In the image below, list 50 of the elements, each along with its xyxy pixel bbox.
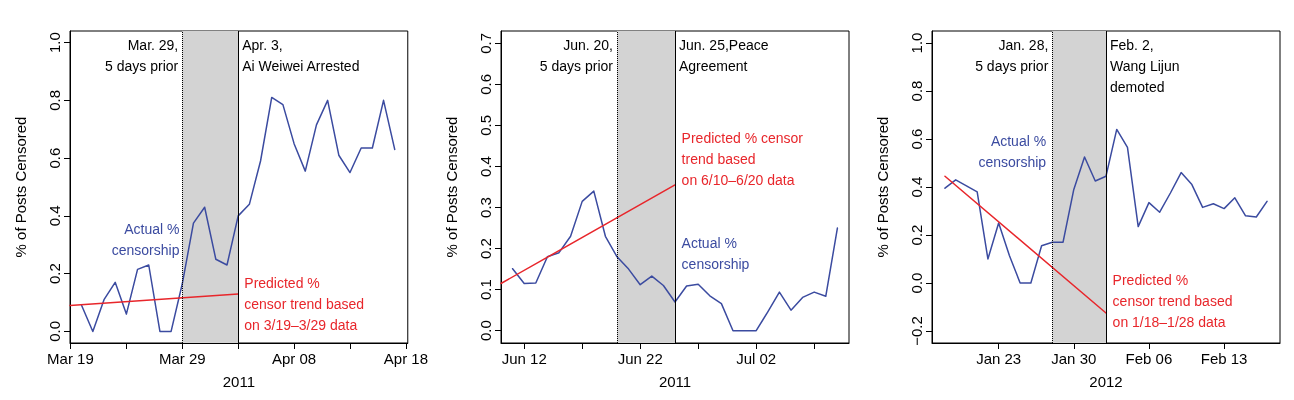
ref-line-label: Mar. 29, 5 days prior (105, 36, 179, 74)
y-tick-label: 0.7 (477, 32, 494, 54)
y-tick-label: 0.4 (477, 156, 494, 177)
y-tick-label: 1.0 (46, 32, 63, 53)
ref-line-label: Jun. 20, 5 days prior (539, 36, 614, 74)
x-tick-label: Jun 12 (501, 350, 547, 367)
y-tick-label: 0.3 (477, 197, 494, 218)
x-tick-label: Jan 30 (1051, 350, 1097, 367)
x-axis-title: 2012 (1089, 373, 1123, 390)
y-axis-title: % of Posts Censored (443, 116, 460, 258)
y-tick-label: 0.6 (46, 147, 63, 169)
x-tick-label: Jul 02 (736, 350, 777, 367)
ref-line-label: Apr. 3, Ai Weiwei Arrested (242, 36, 360, 74)
x-tick-label: Feb 13 (1200, 350, 1248, 367)
x-tick-label: Jun 22 (617, 350, 663, 367)
y-tick-label: 0.2 (908, 224, 925, 246)
y-tick-label: 0.0 (46, 321, 63, 342)
y-axis-title: % of Posts Censored (12, 116, 29, 258)
y-axis-title: % of Posts Censored (874, 116, 891, 258)
y-tick-label: −0.2 (908, 316, 925, 346)
y-tick-label: 0.4 (908, 176, 925, 198)
y-tick-label: 0.5 (477, 114, 494, 136)
y-tick-label: 0.0 (477, 320, 494, 342)
y-tick-label: 1.0 (908, 32, 925, 54)
y-tick-label: 0.0 (908, 272, 925, 294)
y-tick-label: 0.8 (908, 80, 925, 102)
series-label: Predicted % censor trend based on 3/19–3/29 data (244, 275, 365, 334)
y-tick-label: 0.2 (477, 238, 494, 260)
x-tick-label: Mar 29 (158, 350, 206, 367)
y-tick-label: 0.6 (908, 128, 925, 150)
y-tick-label: 0.4 (46, 205, 63, 227)
series-label: Predicted % censor trend based on 6/10–6/20 data (681, 129, 804, 188)
y-tick-label: 0.1 (477, 279, 494, 301)
x-tick-label: Apr 08 (271, 350, 317, 367)
ref-line-label: Jan. 28, 5 days prior (975, 36, 1049, 74)
x-axis-title: 2011 (222, 373, 256, 390)
x-tick-label: Mar 19 (47, 350, 94, 367)
x-axis-title: 2011 (658, 373, 692, 390)
y-tick-label: 0.8 (46, 89, 63, 111)
x-tick-label: Feb 06 (1125, 350, 1173, 367)
series-label: Predicted % censor trend based on 1/18–1/28 data (1112, 272, 1233, 331)
x-tick-label: Apr 18 (383, 350, 428, 367)
ref-line-label: Feb. 2, Wang Lijun demoted (1110, 36, 1180, 95)
ref-line-label: Jun. 25,Peace Agreement (679, 36, 769, 74)
y-tick-label: 0.6 (477, 73, 494, 95)
series-label: Actual % censorship (111, 220, 180, 258)
series-label: Actual % censorship (681, 235, 750, 273)
y-tick-label: 0.2 (46, 263, 63, 285)
x-tick-label: Jan 23 (976, 350, 1022, 367)
series-label: Actual % censorship (978, 133, 1047, 171)
